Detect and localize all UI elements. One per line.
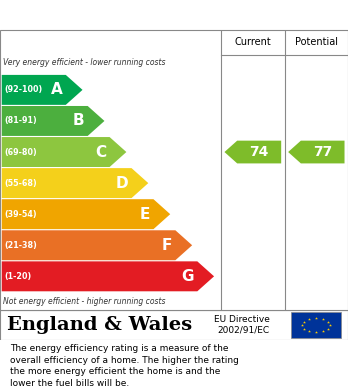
- Text: Potential: Potential: [295, 38, 338, 47]
- Polygon shape: [2, 168, 148, 198]
- Text: England & Wales: England & Wales: [7, 316, 192, 334]
- Text: 74: 74: [250, 145, 269, 159]
- Polygon shape: [2, 106, 104, 136]
- Polygon shape: [2, 230, 192, 260]
- Polygon shape: [224, 141, 281, 163]
- Text: Energy Efficiency Rating: Energy Efficiency Rating: [63, 7, 285, 23]
- Text: Current: Current: [235, 38, 271, 47]
- Text: B: B: [73, 113, 84, 129]
- Text: The energy efficiency rating is a measure of the
overall efficiency of a home. T: The energy efficiency rating is a measur…: [10, 344, 239, 388]
- Text: (69-80): (69-80): [4, 147, 37, 156]
- Polygon shape: [2, 137, 126, 167]
- Text: D: D: [116, 176, 128, 190]
- Text: F: F: [161, 238, 172, 253]
- Text: (55-68): (55-68): [4, 179, 37, 188]
- Text: (1-20): (1-20): [4, 272, 31, 281]
- Text: (81-91): (81-91): [4, 117, 37, 126]
- Polygon shape: [288, 141, 345, 163]
- Text: (92-100): (92-100): [4, 85, 42, 94]
- Text: EU Directive
2002/91/EC: EU Directive 2002/91/EC: [214, 316, 270, 335]
- Polygon shape: [2, 261, 214, 291]
- Text: (21-38): (21-38): [4, 241, 37, 250]
- Text: A: A: [50, 83, 62, 97]
- Text: E: E: [140, 207, 150, 222]
- Text: C: C: [95, 145, 106, 160]
- Text: Not energy efficient - higher running costs: Not energy efficient - higher running co…: [3, 298, 166, 307]
- Polygon shape: [2, 75, 82, 105]
- Text: 77: 77: [313, 145, 332, 159]
- Text: (39-54): (39-54): [4, 210, 37, 219]
- Bar: [291, 312, 341, 338]
- Text: G: G: [181, 269, 194, 284]
- Polygon shape: [2, 199, 170, 229]
- Text: Very energy efficient - lower running costs: Very energy efficient - lower running co…: [3, 57, 166, 66]
